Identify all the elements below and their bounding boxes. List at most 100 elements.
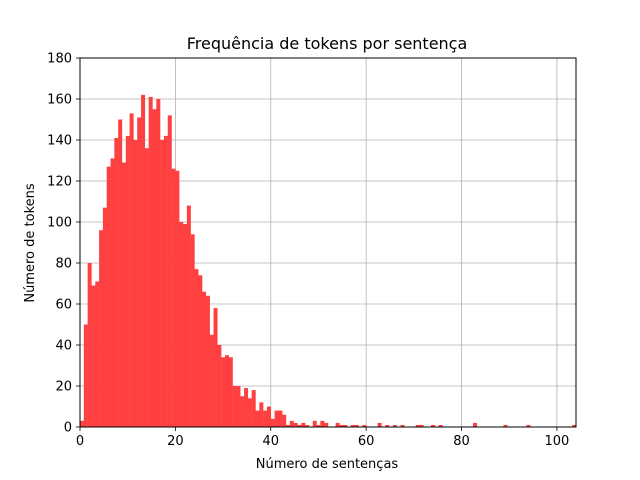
histogram-bar (293, 422, 298, 427)
histogram-bar (339, 424, 344, 427)
y-tick-label: 140 (47, 134, 72, 149)
histogram-bar (99, 230, 104, 427)
histogram-bar (137, 117, 142, 427)
histogram-bar (263, 410, 268, 427)
x-tick-label: 40 (262, 434, 279, 449)
histogram-bar (392, 424, 397, 427)
x-tick-label: 20 (167, 434, 184, 449)
y-axis-label: Número de tokens (23, 183, 38, 303)
histogram-bar (224, 355, 229, 427)
histogram-bar (438, 424, 443, 427)
x-tick-label: 100 (545, 434, 570, 449)
histogram-bar (121, 162, 126, 428)
histogram-bar (148, 96, 153, 427)
histogram-bar (354, 424, 359, 427)
y-tick-label: 80 (55, 257, 72, 272)
histogram-bar (118, 119, 123, 427)
histogram-bar (286, 424, 291, 427)
histogram-bar (343, 424, 348, 427)
histogram-bar (362, 424, 367, 427)
y-axis-ticks: 0 20 40 60 80 100 120 140 160 180 (47, 52, 80, 436)
histogram-bar (179, 222, 184, 427)
histogram-bar (266, 406, 271, 427)
histogram-bar (163, 135, 168, 427)
histogram-bar (190, 234, 195, 427)
histogram-bar (102, 207, 107, 427)
histogram-bar (167, 115, 172, 428)
histogram-bar (232, 386, 237, 427)
histogram-bar (152, 109, 157, 427)
histogram-bar (377, 422, 382, 427)
histogram-bar (431, 424, 436, 427)
x-axis-label: Número de sentenças (256, 457, 399, 472)
histogram-bar (205, 295, 210, 427)
histogram-bar (400, 424, 405, 427)
histogram-bar (160, 140, 165, 427)
y-tick-label: 100 (47, 216, 72, 231)
y-tick-label: 160 (47, 93, 72, 108)
x-tick-label: 60 (358, 434, 375, 449)
y-tick-label: 40 (55, 339, 72, 354)
histogram-bar (301, 422, 306, 427)
x-axis-ticks: 0 20 40 60 80 100 (76, 427, 569, 449)
histogram-bar (144, 148, 149, 427)
plot-frame (79, 57, 577, 428)
histogram-bar (316, 424, 321, 427)
histogram-bar (91, 285, 96, 427)
histogram-bar (297, 424, 302, 427)
histogram-bar (419, 424, 424, 427)
histogram-bar (526, 424, 531, 427)
histogram-bar (572, 424, 577, 427)
histogram-bar (236, 386, 241, 427)
histogram-bar (129, 113, 134, 427)
histogram-bar (335, 422, 340, 427)
histogram-bar (83, 324, 88, 427)
histogram-bar (270, 418, 275, 427)
histogram-bar (324, 422, 329, 427)
histogram-bar (209, 334, 214, 427)
histogram-bar (415, 424, 420, 427)
x-tick-label: 0 (76, 434, 84, 449)
histogram-bar (106, 166, 111, 427)
histogram-bars (80, 94, 577, 428)
histogram-bar (240, 396, 245, 427)
histogram-bar (217, 345, 222, 427)
y-tick-label: 20 (55, 380, 72, 395)
histogram-bar (80, 420, 85, 427)
histogram-bar (110, 158, 115, 427)
chart-title: Frequência de tokens por sentença (187, 34, 468, 53)
histogram-bar (385, 424, 390, 427)
histogram-bar (247, 398, 252, 427)
histogram-bar (95, 281, 100, 427)
histogram-bar (87, 263, 92, 427)
histogram-bar (228, 357, 233, 427)
histogram-bar (255, 410, 260, 427)
histogram-bar (194, 269, 199, 427)
x-tick-label: 80 (453, 434, 470, 449)
histogram-bar (503, 424, 508, 427)
histogram-bar (125, 135, 130, 427)
histogram-bar (156, 99, 161, 427)
histogram-bar (259, 402, 264, 427)
histogram-bar (213, 308, 218, 427)
histogram-bar (202, 291, 207, 427)
histogram-bar (274, 410, 279, 427)
histogram-bar (186, 205, 191, 427)
histogram-bar (198, 275, 203, 427)
y-tick-label: 0 (64, 421, 72, 436)
histogram-bar (171, 168, 176, 427)
histogram-bar (244, 388, 249, 427)
y-tick-label: 120 (47, 175, 72, 190)
histogram-bar (114, 137, 119, 427)
histogram-bar (141, 94, 146, 428)
histogram-bar (282, 414, 287, 427)
histogram-bar (320, 420, 325, 427)
histogram-bar (133, 140, 138, 427)
histogram-bar (312, 420, 317, 427)
histogram-bar (221, 357, 226, 427)
histogram-bar (183, 224, 188, 427)
histogram-bar (305, 424, 310, 427)
histogram-bar (472, 422, 477, 427)
y-tick-label: 60 (55, 298, 72, 313)
